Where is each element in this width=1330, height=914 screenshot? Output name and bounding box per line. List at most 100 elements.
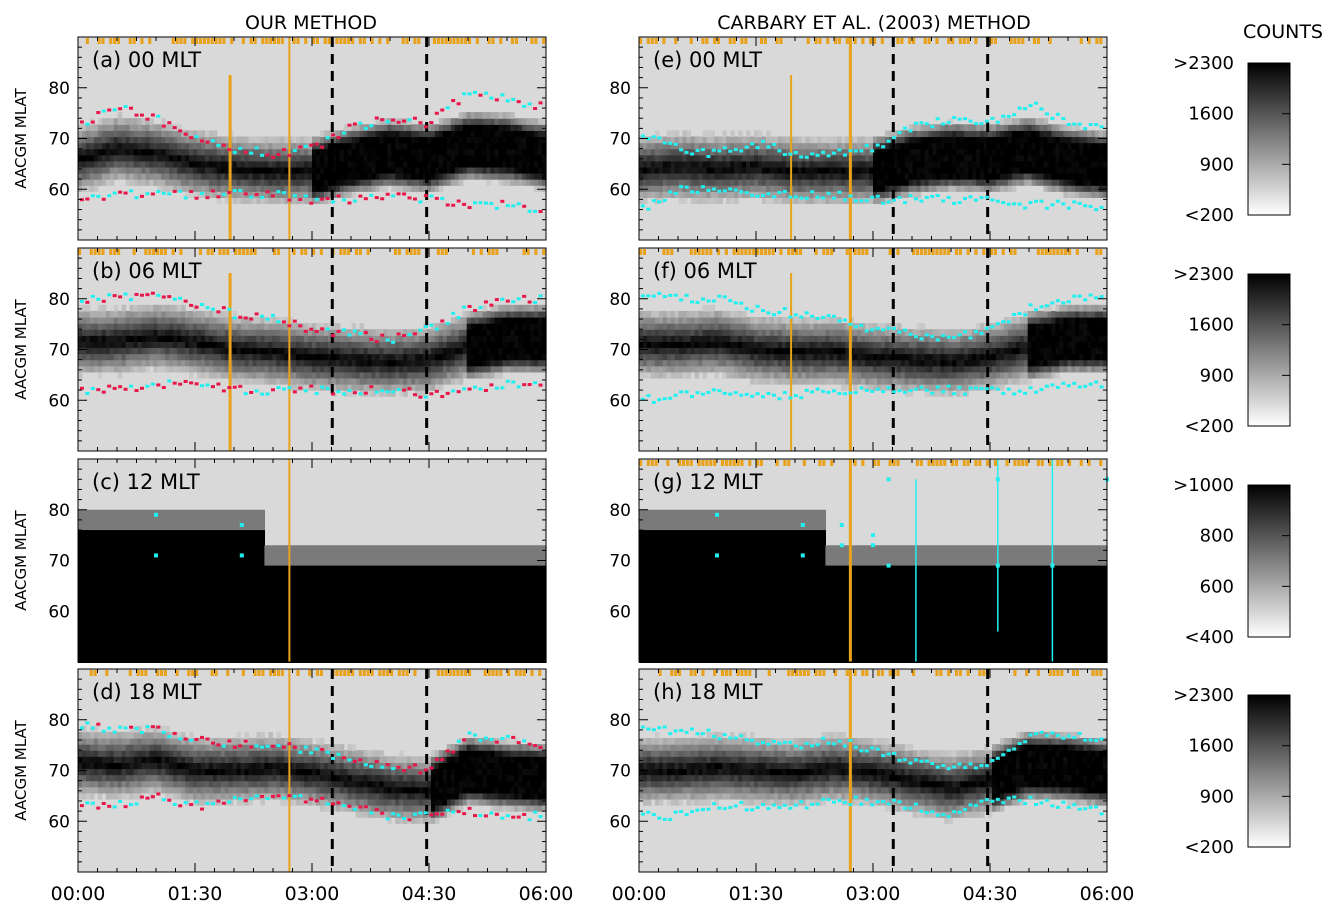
heatmap-cell bbox=[387, 811, 392, 818]
heatmap-cell bbox=[327, 792, 333, 800]
heatmap-cell bbox=[383, 136, 388, 144]
heatmap-cell bbox=[466, 744, 472, 751]
heatmap-cell bbox=[224, 191, 230, 198]
heatmap-cell bbox=[478, 792, 484, 800]
heatmap-cell bbox=[145, 317, 150, 324]
heatmap-cell bbox=[145, 166, 150, 174]
heatmap-cell bbox=[399, 805, 404, 812]
heatmap-cell bbox=[93, 774, 99, 782]
heatmap-cell bbox=[125, 780, 131, 788]
data-flag bbox=[280, 670, 284, 676]
heatmap-cell bbox=[288, 185, 293, 192]
heatmap-cell bbox=[419, 792, 424, 800]
heatmap-cell bbox=[514, 359, 519, 367]
heatmap-cell bbox=[97, 154, 103, 162]
heatmap-cell bbox=[355, 780, 361, 788]
heatmap-cell bbox=[375, 756, 381, 763]
heatmap-cell bbox=[470, 798, 476, 806]
heatmap-cell bbox=[244, 323, 250, 330]
heatmap-cell bbox=[224, 792, 230, 800]
heatmap-cell bbox=[454, 786, 460, 794]
equatorward-boundary-point bbox=[445, 203, 450, 207]
heatmap-cell bbox=[482, 124, 488, 131]
heatmap-cell bbox=[189, 744, 194, 751]
heatmap-cell bbox=[538, 148, 543, 156]
data-flag bbox=[436, 249, 440, 255]
heatmap-cell bbox=[101, 731, 107, 739]
heatmap-cell bbox=[343, 191, 349, 198]
heatmap-cell bbox=[121, 731, 127, 739]
heatmap-cell bbox=[498, 166, 503, 174]
heatmap-cell bbox=[474, 124, 480, 131]
heatmap-cell bbox=[304, 565, 309, 663]
heatmap-cell bbox=[113, 731, 119, 739]
heatmap-cell bbox=[466, 154, 472, 162]
heatmap-cell bbox=[327, 179, 333, 186]
heatmap-cell bbox=[272, 347, 277, 355]
heatmap-cell bbox=[89, 530, 95, 663]
heatmap-cell bbox=[482, 762, 488, 770]
heatmap-cell bbox=[292, 166, 297, 174]
heatmap-cell bbox=[121, 762, 127, 770]
heatmap-cell bbox=[93, 124, 99, 131]
heatmap-cell bbox=[450, 774, 456, 782]
heatmap-cell bbox=[109, 786, 115, 794]
heatmap-cell bbox=[228, 762, 234, 770]
poleward-boundary-point bbox=[456, 102, 461, 106]
heatmap-cell bbox=[292, 329, 297, 336]
heatmap-cell bbox=[411, 185, 416, 192]
heatmap-cell bbox=[185, 310, 190, 318]
heatmap-cell bbox=[248, 160, 254, 168]
heatmap-cell bbox=[411, 365, 416, 373]
heatmap-cell bbox=[240, 142, 246, 150]
heatmap-cell bbox=[85, 731, 91, 739]
heatmap-cell bbox=[232, 185, 238, 192]
heatmap-cell bbox=[177, 136, 182, 144]
heatmap-cell bbox=[530, 353, 535, 361]
heatmap-cell bbox=[315, 786, 321, 794]
heatmap-cell bbox=[502, 365, 507, 373]
poleward-boundary-point bbox=[374, 340, 379, 344]
heatmap-cell bbox=[438, 365, 444, 373]
heatmap-cell bbox=[81, 335, 87, 342]
heatmap-cell bbox=[304, 323, 309, 330]
heatmap-cell bbox=[193, 774, 198, 782]
heatmap-cell bbox=[438, 323, 444, 330]
heatmap-cell bbox=[367, 390, 373, 397]
equatorward-boundary-point bbox=[489, 201, 494, 205]
equatorward-boundary-point bbox=[79, 386, 84, 390]
poleward-boundary-point bbox=[320, 145, 325, 149]
heatmap-cell bbox=[434, 179, 440, 186]
heatmap-cell bbox=[423, 359, 428, 367]
heatmap-cell bbox=[474, 323, 480, 330]
heatmap-cell bbox=[117, 130, 123, 138]
heatmap-cell bbox=[335, 173, 341, 180]
heatmap-cell bbox=[498, 130, 503, 138]
heatmap-cell bbox=[169, 786, 174, 794]
heatmap-cell bbox=[351, 148, 357, 156]
heatmap-cell bbox=[526, 304, 531, 312]
heatmap-cell bbox=[363, 371, 369, 379]
heatmap-cell bbox=[208, 185, 214, 192]
heatmap-cell bbox=[161, 762, 166, 770]
heatmap-cell bbox=[200, 744, 206, 751]
heatmap-cell bbox=[454, 756, 460, 763]
heatmap-cell bbox=[97, 160, 103, 168]
heatmap-cell bbox=[224, 347, 230, 355]
heatmap-cell bbox=[371, 390, 377, 397]
heatmap-cell bbox=[395, 768, 400, 776]
heatmap-cell bbox=[482, 329, 488, 336]
equatorward-boundary-point bbox=[429, 392, 434, 396]
heatmap-cell bbox=[81, 130, 87, 138]
heatmap-cell bbox=[133, 762, 139, 770]
heatmap-cell bbox=[105, 780, 111, 788]
heatmap-cell bbox=[196, 185, 202, 192]
heatmap-cell bbox=[204, 774, 210, 782]
heatmap-cell bbox=[181, 792, 186, 800]
heatmap-cell bbox=[208, 317, 214, 324]
heatmap-cell bbox=[355, 545, 361, 566]
heatmap-cell bbox=[407, 798, 412, 806]
heatmap-cell bbox=[367, 377, 373, 385]
heatmap-cell bbox=[189, 310, 194, 318]
heatmap-cell bbox=[419, 805, 424, 812]
